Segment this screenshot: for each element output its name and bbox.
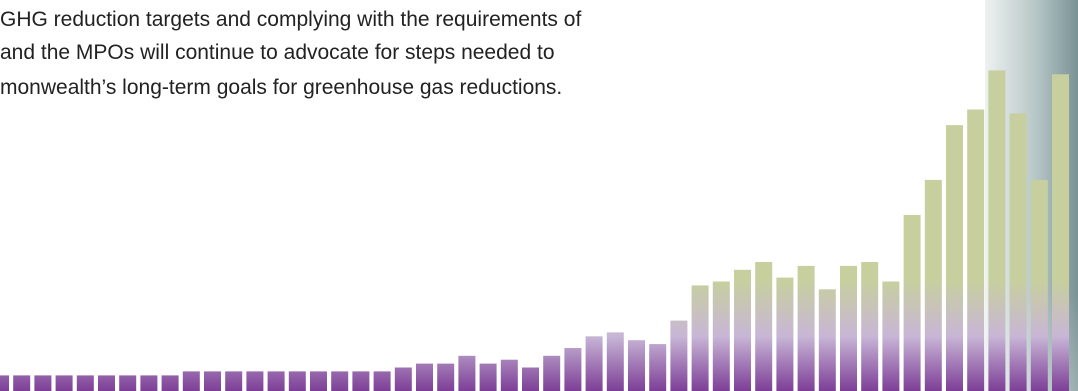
decorative-bar: [628, 340, 645, 391]
decorative-bar: [1052, 74, 1069, 391]
text-line-1: GHG reduction targets and complying with…: [0, 8, 582, 31]
decorative-bar: [649, 344, 667, 391]
decorative-bar: [140, 375, 158, 391]
decorative-bar: [0, 375, 9, 391]
decorative-bar: [585, 336, 603, 391]
decorative-bar: [161, 375, 179, 391]
decorative-bar: [988, 70, 1006, 391]
decorative-bar: [840, 265, 857, 391]
decorative-bar: [861, 262, 879, 391]
decorative-bar: [352, 371, 370, 391]
decorative-bar: [882, 281, 900, 391]
decorative-bar: [564, 348, 582, 391]
decorative-bar: [416, 363, 433, 391]
decorative-bar: [76, 375, 94, 391]
decorative-bars: [0, 70, 1069, 391]
decorative-bar: [246, 371, 264, 391]
decorative-bar: [522, 367, 539, 391]
decorative-bar: [946, 125, 963, 391]
decorative-bar: [797, 265, 815, 391]
text-line-2: and the MPOs will continue to advocate f…: [0, 41, 555, 64]
decorative-bar: [394, 367, 412, 391]
decorative-bar: [967, 109, 985, 391]
decorative-bar: [267, 371, 285, 391]
decorative-bar: [331, 371, 349, 391]
decorative-bar: [437, 363, 455, 391]
decorative-bar: [543, 355, 561, 391]
decorative-bar: [119, 375, 137, 391]
decorative-bar: [818, 289, 836, 391]
decorative-bar: [98, 375, 115, 391]
decorative-bar: [500, 359, 518, 391]
decorative-bar: [55, 375, 73, 391]
decorative-bar: [606, 332, 624, 391]
decorative-bar: [225, 371, 243, 391]
decorative-bar: [755, 262, 773, 391]
decorative-bar: [13, 375, 31, 391]
decorative-bar: [204, 371, 221, 391]
decorative-bar: [1030, 179, 1048, 391]
decorative-bar: [373, 371, 391, 391]
decorative-bar: [670, 320, 688, 391]
decorative-bar: [479, 363, 497, 391]
decorative-bar: [1009, 113, 1027, 391]
decorative-bar: [458, 355, 476, 391]
decorative-bar: [712, 281, 730, 391]
decorative-bar: [288, 371, 306, 391]
decorative-bar: [310, 371, 327, 391]
decorative-bar: [924, 179, 942, 391]
decorative-bar: [182, 371, 200, 391]
decorative-bar: [776, 277, 794, 391]
text-line-3: monwealth’s long-term goals for greenhou…: [0, 76, 563, 99]
decorative-bar: [691, 285, 709, 391]
decorative-bar: [734, 269, 751, 391]
decorative-bar: [903, 215, 921, 391]
decorative-bar: [34, 375, 52, 391]
